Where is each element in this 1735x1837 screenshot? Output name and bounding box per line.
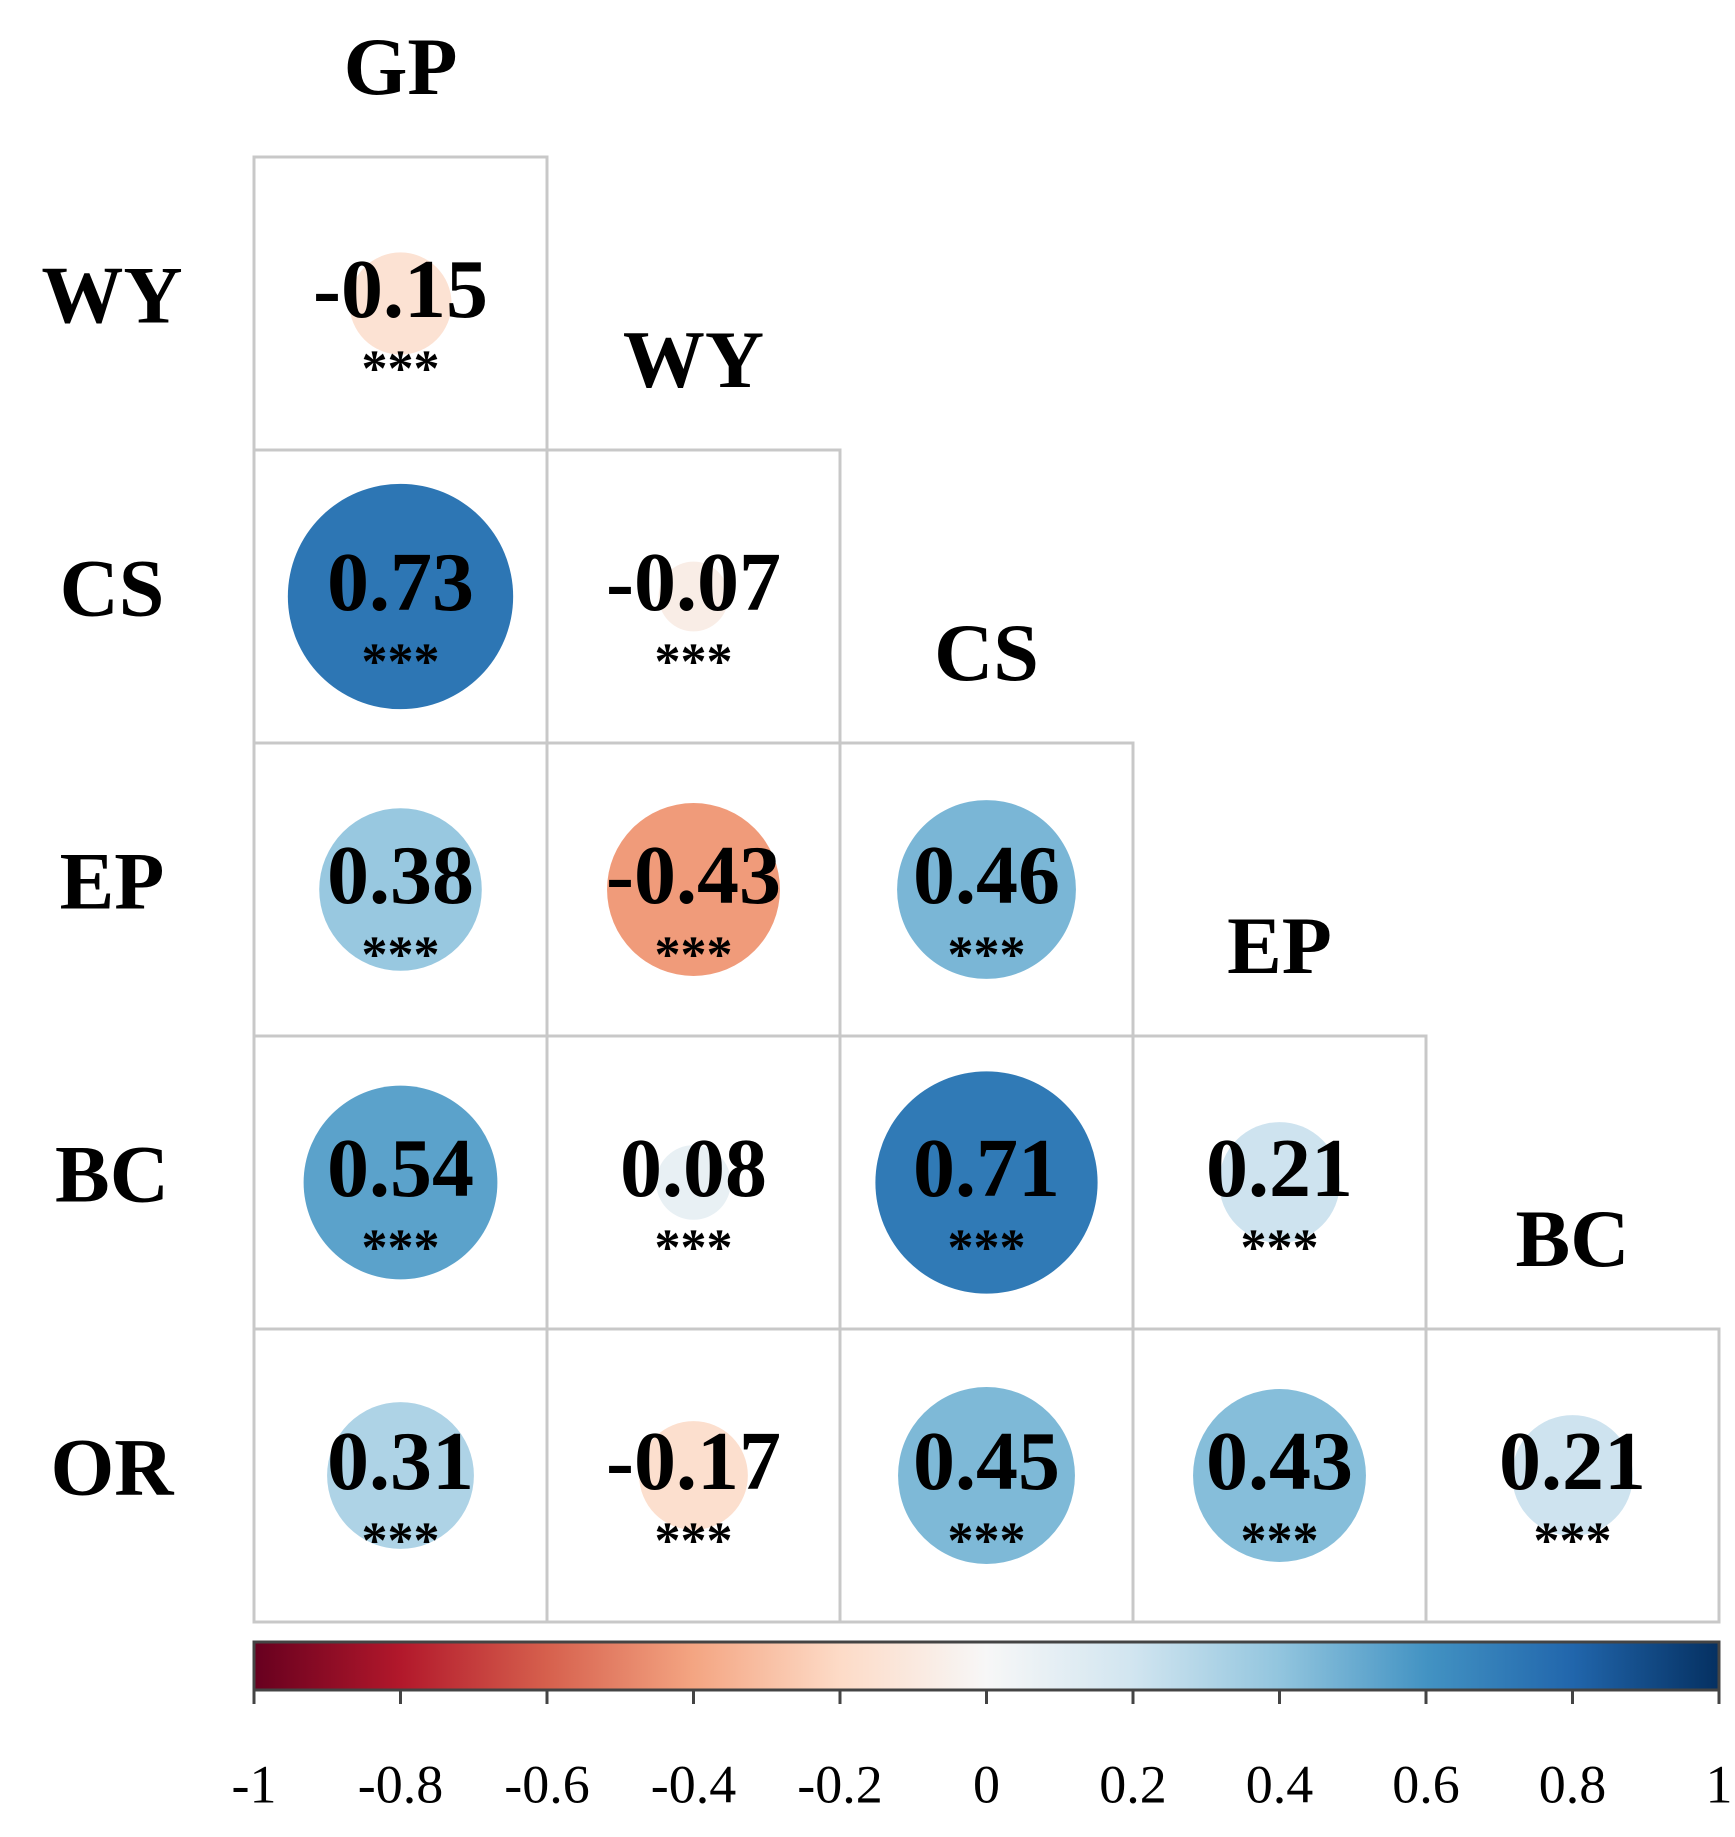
colorbar-tick-label: 0.6: [1392, 1754, 1460, 1814]
correlation-circle: [1512, 1415, 1633, 1536]
significance: ***: [362, 1219, 440, 1276]
correlation-circle: [1193, 1389, 1366, 1562]
correlation-circle: [658, 561, 729, 632]
column-label: BC: [1516, 1193, 1630, 1284]
significance: ***: [655, 633, 733, 690]
column-label: GP: [344, 21, 458, 112]
value-label: -0.15: [313, 243, 488, 336]
correlation-circle: [287, 483, 514, 710]
correlation-circle: [349, 252, 452, 355]
value-label: 0.45: [913, 1415, 1060, 1508]
column-label: WY: [623, 314, 764, 405]
colorbar-tick-label: -0.8: [358, 1754, 443, 1814]
significance: ***: [655, 926, 733, 983]
value-label: 0.08: [620, 1122, 767, 1215]
correlation-circle: [875, 1071, 1098, 1294]
colorbar-tick-label: 0.4: [1246, 1754, 1314, 1814]
significance: ***: [655, 1512, 733, 1569]
correlation-circle: [1219, 1122, 1340, 1243]
row-label: OR: [51, 1421, 175, 1512]
colorbar-tick-label: 0.8: [1539, 1754, 1607, 1814]
value-label: 0.38: [327, 829, 474, 922]
column-label: CS: [934, 607, 1039, 698]
correlation-circle: [897, 800, 1076, 979]
significance: ***: [362, 1512, 440, 1569]
significance: ***: [948, 1219, 1026, 1276]
value-label: -0.07: [606, 536, 781, 629]
significance: ***: [1534, 1512, 1612, 1569]
value-label: 0.31: [327, 1415, 474, 1508]
colorbar-tick-label: 0: [973, 1754, 1000, 1814]
correlation-circle: [319, 808, 482, 971]
value-label: 0.71: [913, 1122, 1060, 1215]
row-label: CS: [60, 542, 165, 633]
value-label: -0.43: [606, 829, 781, 922]
colorbar-tick-label: -1: [232, 1754, 277, 1814]
value-label: 0.46: [913, 829, 1060, 922]
row-label: EP: [60, 835, 165, 926]
value-label: 0.21: [1499, 1415, 1646, 1508]
significance: ***: [362, 926, 440, 983]
significance: ***: [948, 1512, 1026, 1569]
significance: ***: [948, 926, 1026, 983]
correlation-circle: [898, 1387, 1075, 1564]
colorbar-tick-label: 1: [1706, 1754, 1733, 1814]
column-label: EP: [1227, 900, 1332, 991]
correlation-circle: [656, 1145, 731, 1220]
significance: ***: [362, 340, 440, 397]
value-label: 0.54: [327, 1122, 474, 1215]
row-label: BC: [55, 1128, 169, 1219]
row-label: WY: [41, 249, 182, 340]
correlation-circle: [639, 1421, 748, 1530]
value-label: 0.43: [1206, 1415, 1353, 1508]
correlation-circle: [303, 1085, 498, 1280]
value-label: 0.73: [327, 536, 474, 629]
cell: [1424, 1327, 1721, 1624]
significance: ***: [362, 633, 440, 690]
significance: ***: [655, 1219, 733, 1276]
colorbar-tick-label: -0.4: [651, 1754, 736, 1814]
value-label: 0.21: [1206, 1122, 1353, 1215]
correlation-circle: [327, 1402, 474, 1549]
value-label: -0.17: [606, 1415, 781, 1508]
colorbar-tick-label: -0.6: [504, 1754, 589, 1814]
correlation-circle: [607, 803, 780, 976]
colorbar-tick-label: 0.2: [1099, 1754, 1167, 1814]
colorbar-tick-label: -0.2: [797, 1754, 882, 1814]
significance: ***: [1241, 1219, 1319, 1276]
colorbar: [252, 1640, 1721, 1692]
significance: ***: [1241, 1512, 1319, 1569]
